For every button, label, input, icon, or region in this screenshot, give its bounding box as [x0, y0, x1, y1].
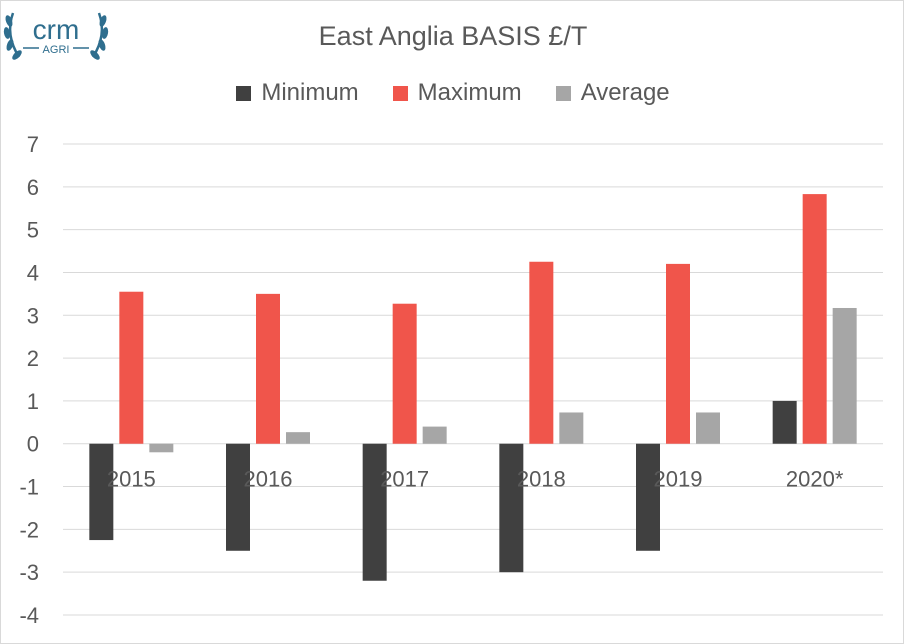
y-tick-label: 6: [27, 175, 39, 200]
bar-average-2017: [422, 426, 447, 444]
y-tick-label: -1: [19, 475, 39, 500]
legend-label: Average: [580, 79, 670, 106]
x-category-label: 2016: [244, 467, 293, 492]
series-maximum: [119, 194, 827, 444]
x-category-label: 2015: [107, 467, 156, 492]
bar-average-2019: [696, 412, 720, 444]
legend-item-minimum: Minimum: [236, 79, 359, 107]
logo-subtext: AGRI: [43, 44, 70, 56]
x-category-label: 2020*: [786, 467, 844, 492]
logo-text: crm: [33, 14, 80, 45]
y-tick-label: 5: [27, 218, 39, 243]
legend-swatch: [392, 85, 408, 101]
series-minimum: [89, 400, 797, 581]
bar-maximum-2019: [666, 263, 690, 444]
bar-maximum-2016: [256, 293, 280, 444]
legend-label: Maximum: [417, 79, 522, 106]
x-axis-categories: 2015 2016 2017 2018 2019 2020*: [107, 467, 844, 492]
bar-minimum-2018: [499, 443, 524, 573]
bar-maximum-2020: [802, 194, 827, 444]
bar-maximum-2017: [392, 303, 417, 444]
bar-minimum-2019: [636, 443, 660, 551]
y-tick-label: 4: [27, 260, 39, 285]
bar-average-2020: [832, 307, 857, 444]
y-tick-label: 0: [27, 432, 39, 457]
bar-average-2018: [559, 412, 584, 444]
legend-label: Minimum: [261, 79, 359, 106]
series-average: [149, 307, 857, 453]
bar-minimum-2015: [89, 443, 114, 541]
x-category-label: 2018: [517, 467, 566, 492]
chart-legend: Minimum Maximum Average: [1, 79, 904, 107]
legend-swatch: [555, 85, 571, 101]
chart-title: East Anglia BASIS £/T: [318, 21, 588, 51]
y-axis-ticks: -4 -3 -2 -1 0 1 2 3 4 5 6 7: [19, 132, 39, 628]
bar-minimum-2020: [772, 400, 797, 444]
gridlines: [63, 143, 883, 616]
bar-minimum-2016: [226, 443, 250, 551]
y-tick-label: -4: [19, 603, 39, 628]
y-tick-label: 7: [27, 132, 39, 157]
crm-agri-logo: crm AGRI: [3, 12, 109, 60]
bar-average-2015: [149, 443, 174, 453]
legend-item-maximum: Maximum: [392, 79, 522, 107]
bar-maximum-2015: [119, 291, 144, 444]
bars: [89, 194, 857, 581]
y-tick-label: 2: [27, 346, 39, 371]
bar-maximum-2018: [529, 261, 554, 444]
x-category-label: 2017: [380, 467, 429, 492]
bar-average-2016: [286, 432, 310, 444]
legend-swatch: [236, 85, 252, 101]
x-category-label: 2019: [654, 467, 703, 492]
y-tick-label: -2: [19, 517, 39, 542]
legend-item-average: Average: [555, 79, 670, 107]
y-tick-label: 3: [27, 303, 39, 328]
bar-minimum-2017: [362, 443, 387, 581]
y-tick-label: -3: [19, 560, 39, 585]
y-tick-label: 1: [27, 389, 39, 414]
